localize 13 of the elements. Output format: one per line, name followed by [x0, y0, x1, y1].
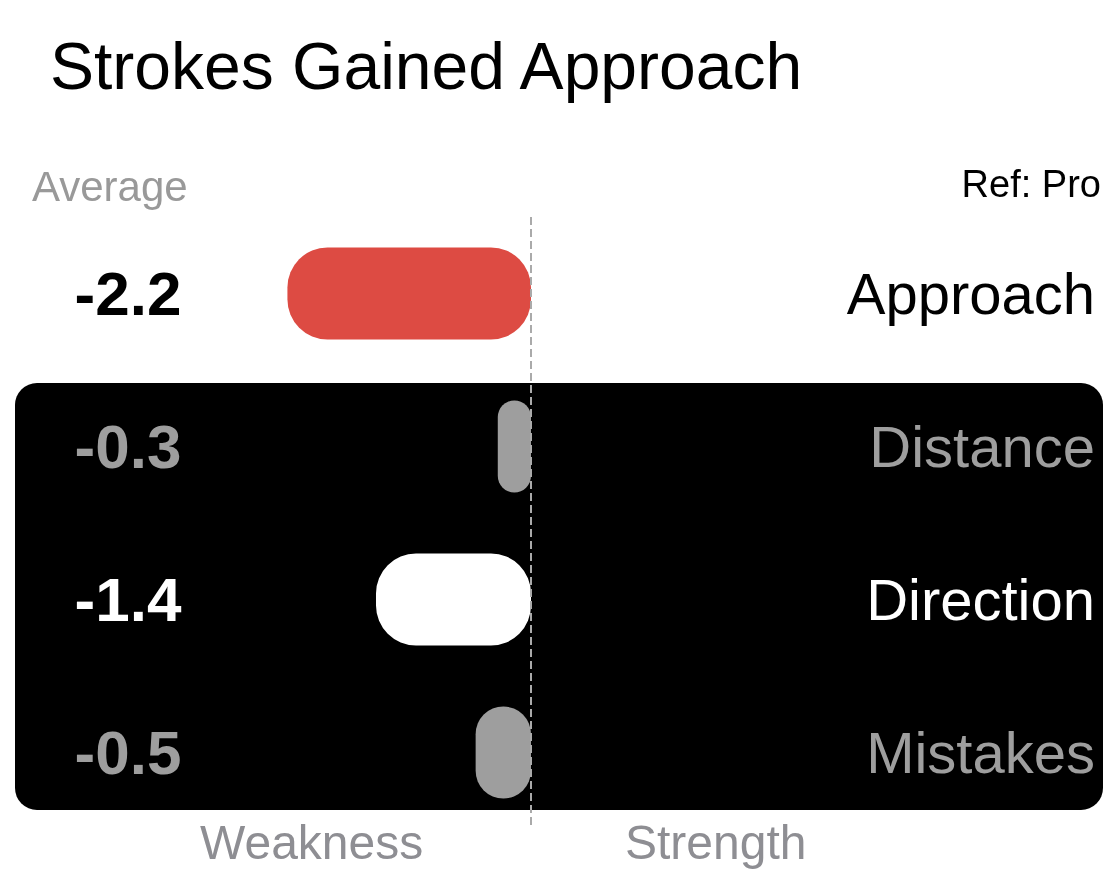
- text: Average: [32, 162, 188, 210]
- y-tick-label: Distance: [869, 414, 1095, 479]
- data-label: -2.2: [74, 259, 182, 328]
- text: Ref: Pro: [961, 163, 1102, 205]
- y-tick-label: Mistakes: [866, 720, 1095, 785]
- y-tick-label: Approach: [846, 261, 1095, 326]
- data-label: -0.3: [74, 412, 182, 481]
- data-label: -1.4: [74, 565, 182, 634]
- data-label: -0.5: [74, 718, 182, 787]
- chart-title: Strokes Gained Approach: [50, 29, 803, 103]
- y-tick-label: Direction: [866, 567, 1095, 632]
- annotation: Weakness: [200, 815, 424, 869]
- text: Strength: [625, 815, 807, 869]
